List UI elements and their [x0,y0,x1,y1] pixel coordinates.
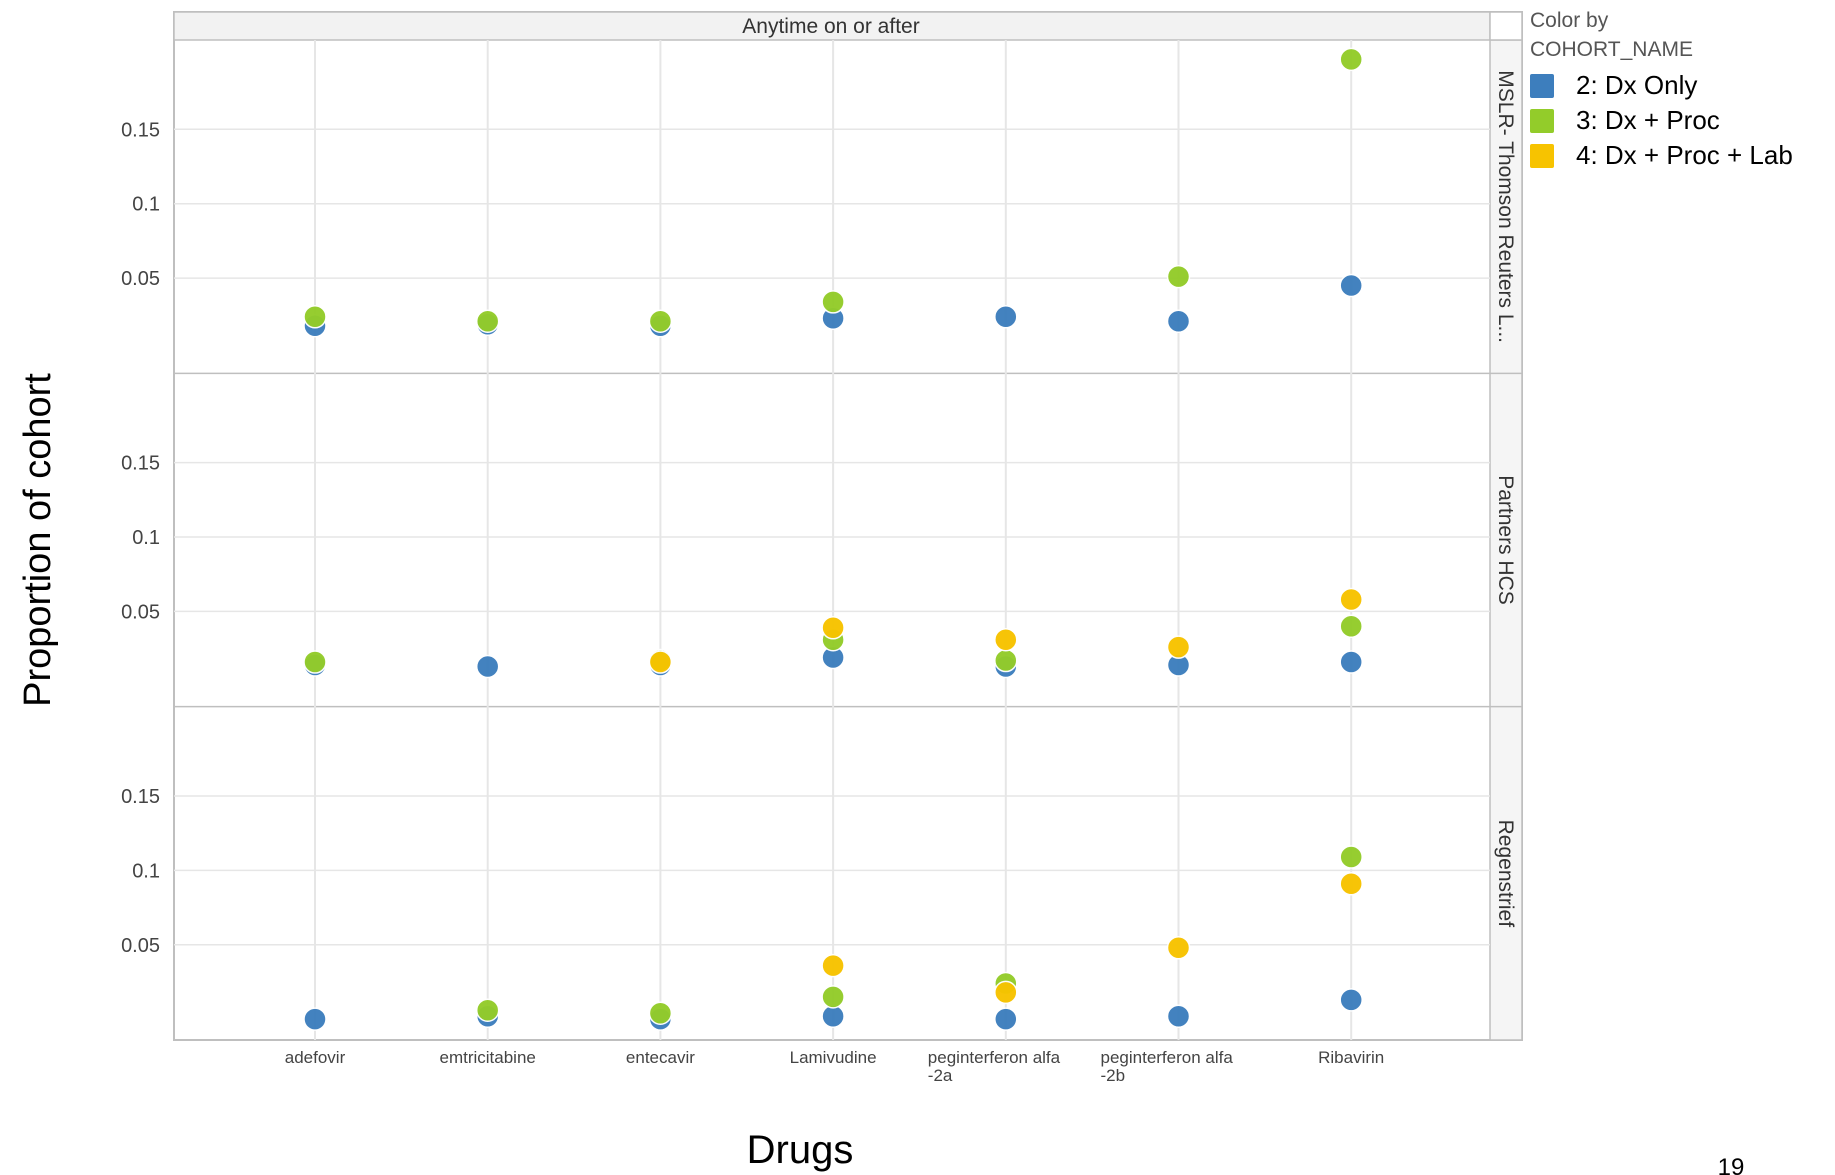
data-point [1339,845,1363,869]
y-tick-label: 0.05 [121,935,160,957]
column-header-band [173,11,1491,41]
legend-item-dx-proc[interactable]: 3: Dx + Proc [1530,103,1793,138]
legend: Color by COHORT_NAME 2: Dx Only 3: Dx + … [1530,6,1793,173]
legend-label-dx-proc-lab: 4: Dx + Proc + Lab [1576,140,1793,170]
legend-swatch-dx-only [1530,73,1554,98]
legend-swatch-dx-proc [1530,108,1554,133]
x-tick-label: peginterferon alfa -2b [1101,1048,1234,1085]
x-axis-title: Drugs [747,1128,854,1172]
data-point [303,1007,327,1031]
data-point [1339,47,1363,72]
data-point [1339,872,1363,896]
y-tick-label: 0.05 [121,268,160,290]
x-tick-label: adefovir [285,1048,346,1067]
data-point [821,290,845,314]
x-tick-label-line: entecavir [626,1048,695,1067]
y-tick-label: 0.15 [121,453,160,475]
x-tick-label: Lamivudine [790,1048,877,1067]
legend-swatch-dx-proc-lab [1530,143,1554,168]
x-tick-label: emtricitabine [440,1048,536,1067]
data-point [648,650,673,674]
legend-item-dx-only[interactable]: 2: Dx Only [1530,68,1793,103]
x-tick-label: peginterferon alfa -2a [928,1048,1061,1085]
data-point [1166,1004,1191,1028]
data-point [1166,635,1191,659]
panel-label: Regenstrief [1494,820,1517,928]
x-tick-label: Ribavirin [1318,1048,1384,1067]
data-point [303,305,327,329]
x-tick-label-line: adefovir [285,1048,346,1067]
x-tick-label-line: Lamivudine [790,1048,877,1067]
data-point [303,650,327,674]
data-point [1166,935,1191,960]
data-point [821,616,845,640]
plot-frame [173,11,1523,1041]
y-tick-label: 0.15 [121,786,160,808]
data-point [994,627,1018,652]
column-header: Anytime on or after [742,15,919,38]
data-point [994,980,1018,1005]
y-axis-title: Proportion of cohort [17,373,59,707]
data-point [821,985,845,1009]
data-point [994,305,1018,329]
panel-label: MSLR- Thomson Reuters L... [1494,70,1517,343]
data-point [1166,264,1191,289]
x-tick-label: entecavir [626,1048,695,1067]
legend-title-line2: COHORT_NAME [1530,38,1693,61]
data-point [1339,587,1363,612]
legend-label-dx-only: 2: Dx Only [1576,70,1698,100]
data-point [994,1007,1018,1031]
x-tick-label-line: -2a [928,1066,953,1085]
data-point [475,654,500,679]
y-tick-label: 0.1 [132,527,160,549]
legend-label-dx-proc: 3: Dx + Proc [1576,105,1720,135]
data-point [1166,309,1191,333]
data-point [821,953,845,978]
data-point [994,648,1018,673]
y-tick-label: 0.1 [132,860,160,882]
row-strip-column [1489,39,1523,1041]
x-tick-label-line: emtricitabine [440,1048,536,1067]
x-tick-label-line: peginterferon alfa [928,1048,1061,1067]
data-point [475,309,500,333]
x-tick-label-line: Ribavirin [1318,1048,1384,1067]
x-tick-label-line: -2b [1101,1066,1126,1085]
legend-item-dx-proc-lab[interactable]: 4: Dx + Proc + Lab [1530,138,1793,173]
legend-title-line1: Color by [1530,9,1609,32]
data-point [475,998,500,1022]
data-point [648,1001,673,1025]
y-tick-label: 0.15 [121,119,160,141]
y-tick-label: 0.1 [132,194,160,216]
panel-label: Partners HCS [1494,475,1517,605]
data-point [1339,650,1363,674]
corner-cell [1489,11,1523,41]
y-tick-label: 0.05 [121,601,160,623]
x-tick-label-line: peginterferon alfa [1101,1048,1234,1067]
data-point [1339,273,1363,298]
data-point [648,309,673,333]
page-number: 19 [1718,1154,1745,1175]
data-point [1339,988,1363,1012]
data-point [1339,614,1363,639]
